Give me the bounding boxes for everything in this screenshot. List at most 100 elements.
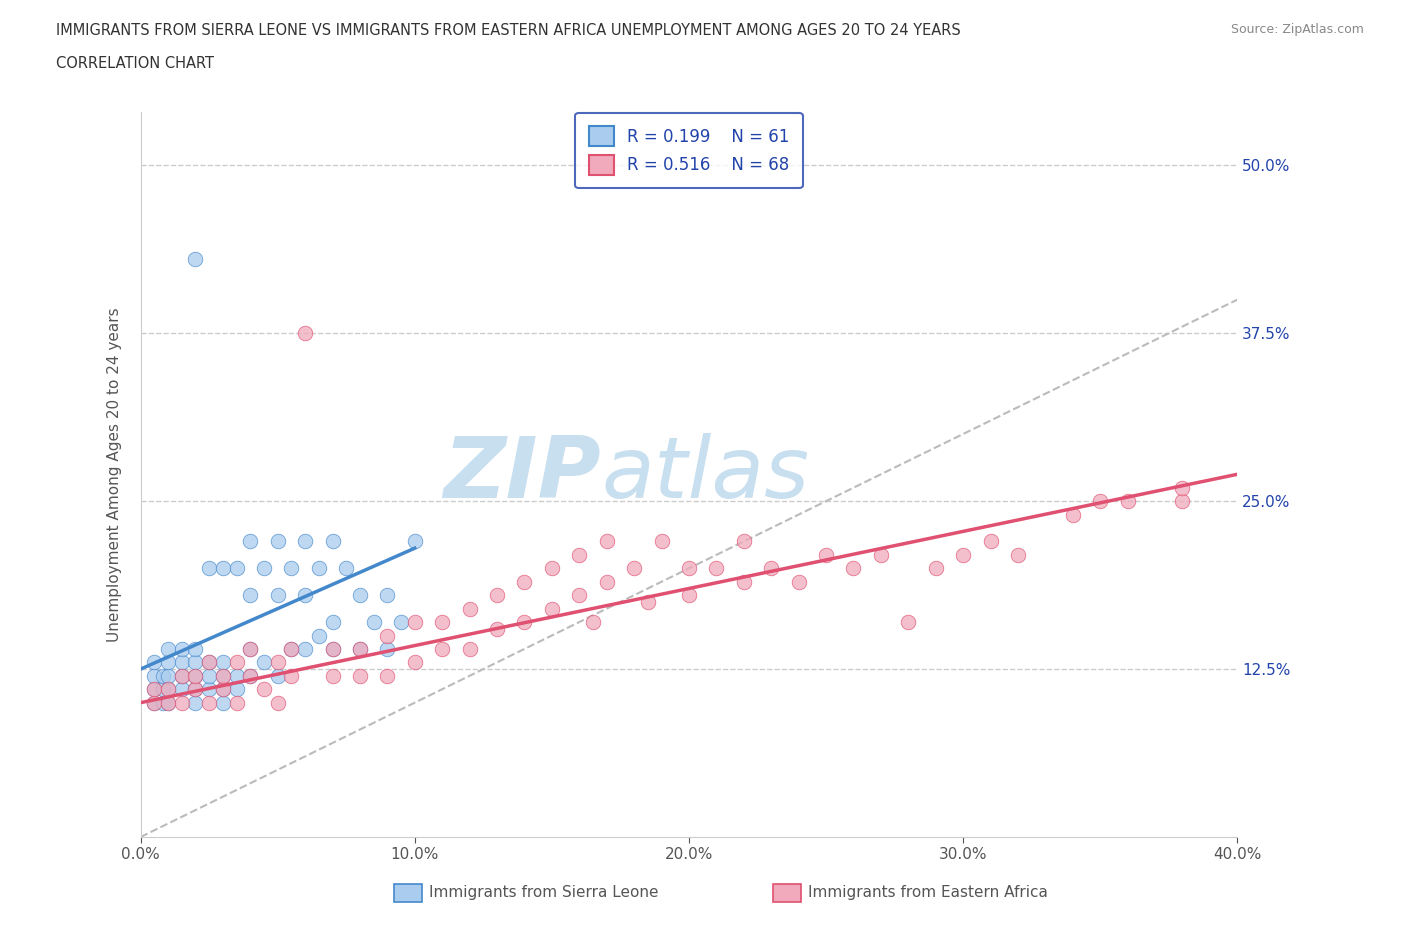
Point (540, 601, 562, 616)
Point (1116, 494, 1139, 509)
Point (870, 548, 893, 563)
Text: Immigrants from Eastern Africa: Immigrants from Eastern Africa (808, 885, 1049, 900)
Point (184, 669, 207, 684)
Point (170, 669, 193, 684)
Y-axis label: Unemployment Among Ages 20 to 24 years: Unemployment Among Ages 20 to 24 years (107, 307, 122, 642)
Point (225, 696, 247, 711)
Point (157, 696, 180, 711)
Point (294, 326, 316, 340)
Point (815, 548, 838, 563)
Point (787, 575, 810, 590)
Point (1171, 480, 1194, 495)
Point (211, 669, 233, 684)
Point (294, 642, 316, 657)
Point (623, 561, 645, 576)
Point (267, 534, 290, 549)
Point (678, 561, 700, 576)
Point (308, 628, 330, 643)
Point (253, 561, 276, 576)
Point (184, 682, 207, 697)
Point (596, 534, 619, 549)
Point (211, 682, 233, 697)
Point (152, 669, 174, 684)
Point (267, 696, 290, 711)
Point (513, 615, 536, 630)
Point (152, 696, 174, 711)
Point (157, 696, 180, 711)
Point (211, 561, 233, 576)
Point (1171, 494, 1194, 509)
Point (143, 696, 166, 711)
Point (225, 561, 247, 576)
Point (430, 642, 453, 657)
Point (198, 655, 221, 670)
Point (267, 669, 290, 684)
Point (582, 615, 605, 630)
Point (308, 561, 330, 576)
Point (404, 534, 426, 549)
Point (377, 642, 399, 657)
Point (377, 588, 399, 603)
Point (568, 588, 591, 603)
Point (568, 548, 591, 563)
Point (458, 601, 481, 616)
Point (650, 534, 673, 549)
Point (294, 534, 316, 549)
Point (239, 534, 262, 549)
Point (170, 655, 193, 670)
Point (211, 669, 233, 684)
Text: ZIP: ZIP (443, 432, 602, 516)
Point (1007, 548, 1029, 563)
Point (170, 669, 193, 684)
Point (143, 696, 166, 711)
Point (842, 561, 865, 576)
Point (678, 588, 700, 603)
Point (980, 534, 1002, 549)
Point (152, 682, 174, 697)
Point (280, 669, 302, 684)
Point (925, 561, 948, 576)
Point (184, 696, 207, 711)
Point (349, 669, 371, 684)
Point (733, 575, 755, 590)
Point (143, 669, 166, 684)
Point (540, 561, 562, 576)
Point (733, 534, 755, 549)
Text: Immigrants from Sierra Leone: Immigrants from Sierra Leone (429, 885, 658, 900)
Point (321, 534, 344, 549)
Text: atlas: atlas (602, 432, 810, 516)
Point (184, 655, 207, 670)
Point (253, 655, 276, 670)
Point (157, 682, 180, 697)
Point (239, 642, 262, 657)
Point (321, 615, 344, 630)
Point (513, 575, 536, 590)
Point (225, 655, 247, 670)
Point (198, 696, 221, 711)
Point (389, 615, 412, 630)
Point (225, 682, 247, 697)
Point (184, 682, 207, 697)
Point (239, 669, 262, 684)
Point (211, 682, 233, 697)
Point (952, 548, 974, 563)
Point (143, 682, 166, 697)
Point (761, 561, 783, 576)
Point (143, 655, 166, 670)
Point (211, 655, 233, 670)
Point (349, 588, 371, 603)
Point (280, 642, 302, 657)
Point (170, 642, 193, 657)
Point (321, 669, 344, 684)
Point (157, 669, 180, 684)
Point (897, 615, 920, 630)
Point (349, 642, 371, 657)
Point (1088, 494, 1111, 509)
Point (377, 669, 399, 684)
Point (596, 575, 619, 590)
Point (706, 561, 728, 576)
Point (198, 682, 221, 697)
Text: Source: ZipAtlas.com: Source: ZipAtlas.com (1230, 23, 1364, 36)
Point (267, 655, 290, 670)
Point (253, 682, 276, 697)
